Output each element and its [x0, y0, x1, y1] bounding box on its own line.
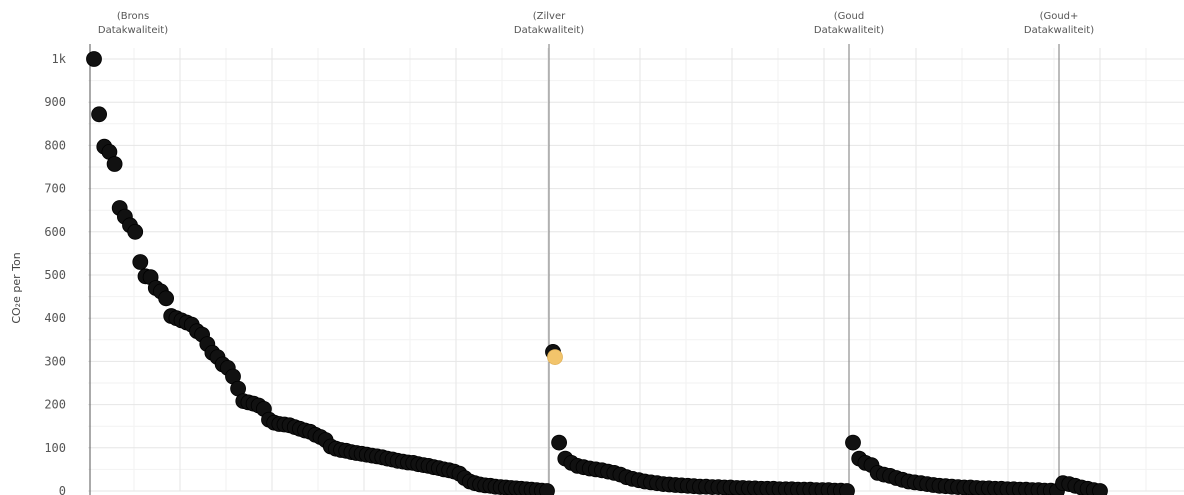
data-point[interactable]: [1092, 483, 1108, 495]
y-tick-label: 400: [44, 311, 66, 325]
y-tick-label: 100: [44, 441, 66, 455]
section-dividers: [89, 44, 1060, 495]
section-label-line1: (Zilver: [533, 11, 566, 22]
section-label-line2: Datakwaliteit): [1024, 25, 1094, 36]
data-point[interactable]: [539, 483, 555, 495]
data-point[interactable]: [158, 290, 175, 307]
section-label-line2: Datakwaliteit): [98, 25, 168, 36]
y-axis-tick-labels: 0 100 200 300 400 500 600 700 800 900 1k: [44, 52, 66, 495]
data-point[interactable]: [845, 434, 861, 451]
data-point[interactable]: [127, 223, 144, 240]
y-tick-label: 800: [44, 138, 66, 152]
data-point[interactable]: [132, 254, 149, 270]
section-labels: (Brons Datakwaliteit) (Zilver Datakwaliteit…: [98, 11, 1094, 36]
y-tick-label: 300: [44, 354, 66, 368]
y-tick-label: 600: [44, 225, 66, 239]
data-points: [86, 51, 1108, 495]
section-label-line2: Datakwaliteit): [814, 25, 884, 36]
data-point[interactable]: [839, 483, 855, 495]
y-tick-label: 200: [44, 398, 66, 412]
data-point[interactable]: [86, 51, 102, 67]
section-label-line2: Datakwaliteit): [514, 25, 584, 36]
y-tick-label: 900: [44, 95, 66, 109]
y-tick-label: 1k: [52, 52, 67, 66]
major-gridlines: [88, 48, 1184, 492]
section-label-line1: (Goud: [834, 11, 864, 22]
data-point[interactable]: [91, 106, 107, 123]
y-tick-label: 500: [44, 268, 66, 282]
section-label-line1: (Goud+: [1040, 11, 1079, 22]
highlighted-data-point[interactable]: [547, 349, 563, 366]
data-point[interactable]: [106, 156, 123, 172]
data-point[interactable]: [551, 434, 567, 451]
y-axis-title: CO₂e per Ton: [10, 252, 23, 323]
y-tick-label: 0: [59, 484, 66, 495]
y-tick-label: 700: [44, 182, 66, 196]
section-label-line1: (Brons: [117, 11, 149, 22]
minor-gridlines: [88, 48, 1184, 491]
